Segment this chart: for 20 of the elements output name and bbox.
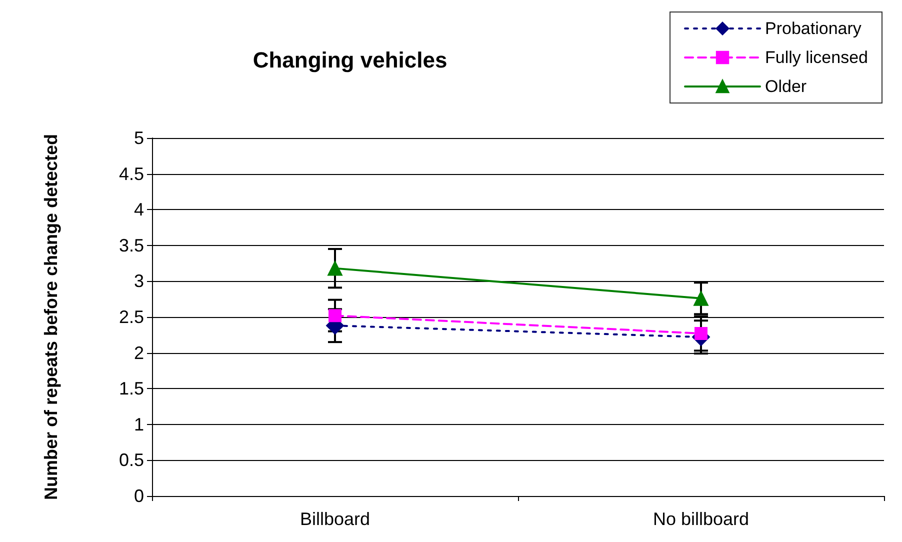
y-tick-label: 2.5	[118, 307, 144, 327]
legend-label: Older	[765, 77, 807, 96]
y-tick-label: 1.5	[118, 378, 144, 399]
y-tick-label: 4.5	[118, 164, 144, 184]
y-tick-label: 1	[134, 414, 144, 434]
chart-title: Changing vehicles	[252, 48, 448, 72]
legend-label: Fully licensed	[765, 48, 868, 67]
y-tick-label: 0	[134, 486, 144, 506]
x-tick-label: No billboard	[652, 509, 750, 529]
y-tick-label: 3.5	[118, 235, 144, 256]
y-tick-label: 3	[134, 271, 144, 292]
y-tick-label: 4	[134, 200, 144, 220]
x-tick-label: Billboard	[300, 509, 370, 529]
point	[328, 309, 342, 322]
y-axis-title: Number of repeats before change detected	[41, 134, 61, 500]
y-tick-label: 5	[134, 128, 144, 148]
y-tick-label: 2	[134, 342, 144, 363]
legend-label: Probationary	[765, 19, 862, 38]
y-tick-label: 0.5	[118, 450, 144, 470]
point	[694, 326, 708, 340]
